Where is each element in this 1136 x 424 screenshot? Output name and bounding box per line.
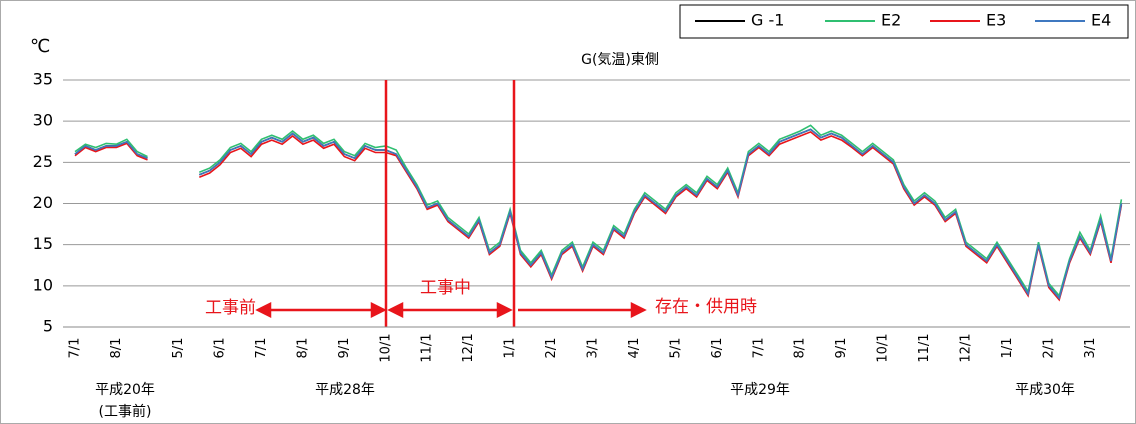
- legend-label: E2: [881, 11, 901, 30]
- x-tick-label: 11/1: [917, 333, 932, 362]
- x-tick-label: 2/1: [1041, 338, 1056, 359]
- x-tick-label: 1/1: [503, 338, 518, 359]
- x-tick-label: 12/1: [958, 333, 973, 362]
- x-tick-label: 8/1: [793, 338, 808, 359]
- annotation: 工事中: [420, 278, 471, 298]
- legend-label: E4: [1091, 11, 1111, 30]
- phase-arrows: [255, 301, 647, 319]
- x-tick-label: 7/1: [751, 338, 766, 359]
- legend-label: G -1: [751, 11, 784, 30]
- x-tick-label: 5/1: [171, 338, 186, 359]
- x-tick-label: 7/1: [68, 338, 83, 359]
- y-tick-label: 30: [33, 111, 53, 130]
- period-label: (工事前): [99, 403, 152, 420]
- x-tick-label: 5/1: [668, 338, 683, 359]
- chart-subtitle: G(気温)東側: [581, 52, 659, 68]
- y-tick-label: 25: [33, 152, 53, 171]
- y-tick-label: 35: [33, 70, 53, 89]
- series-line: [74, 124, 1123, 298]
- series-line: [74, 128, 1123, 300]
- annotation: 存在・供用時: [655, 297, 757, 317]
- period-label: 平成30年: [1015, 382, 1075, 398]
- x-tick-label: 7/1: [254, 338, 269, 359]
- x-tick-label: 3/1: [586, 338, 601, 359]
- x-tick-label: 8/1: [109, 338, 124, 359]
- y-tick-label: 5: [43, 317, 53, 336]
- x-tick-label: 1/1: [1000, 338, 1015, 359]
- x-tick-label: 10/1: [876, 333, 891, 362]
- period-label: 平成28年: [315, 382, 375, 398]
- x-tick-label: 2/1: [544, 338, 559, 359]
- annotation: 工事前: [205, 298, 256, 318]
- x-tick-label: 9/1: [834, 338, 849, 359]
- x-tick-label: 3/1: [1083, 338, 1098, 359]
- x-tick-label: 4/1: [627, 338, 642, 359]
- x-tick-label: 8/1: [295, 338, 310, 359]
- series-line: [74, 130, 1123, 302]
- x-tick-label: 6/1: [710, 338, 725, 359]
- x-tick-label: 12/1: [461, 333, 476, 362]
- period-label: 平成29年: [730, 382, 790, 398]
- legend-label: E3: [986, 11, 1006, 30]
- period-label: 平成20年: [95, 382, 155, 398]
- x-tick-label: 9/1: [337, 338, 352, 359]
- y-tick-label: 15: [33, 234, 53, 253]
- x-tick-label: 10/1: [378, 333, 393, 362]
- y-tick-label: 10: [33, 275, 53, 294]
- y-tick-label: 20: [33, 193, 53, 212]
- x-tick-label: 6/1: [213, 338, 228, 359]
- y-axis-label: ℃: [30, 36, 50, 57]
- x-tick-label: 11/1: [420, 333, 435, 362]
